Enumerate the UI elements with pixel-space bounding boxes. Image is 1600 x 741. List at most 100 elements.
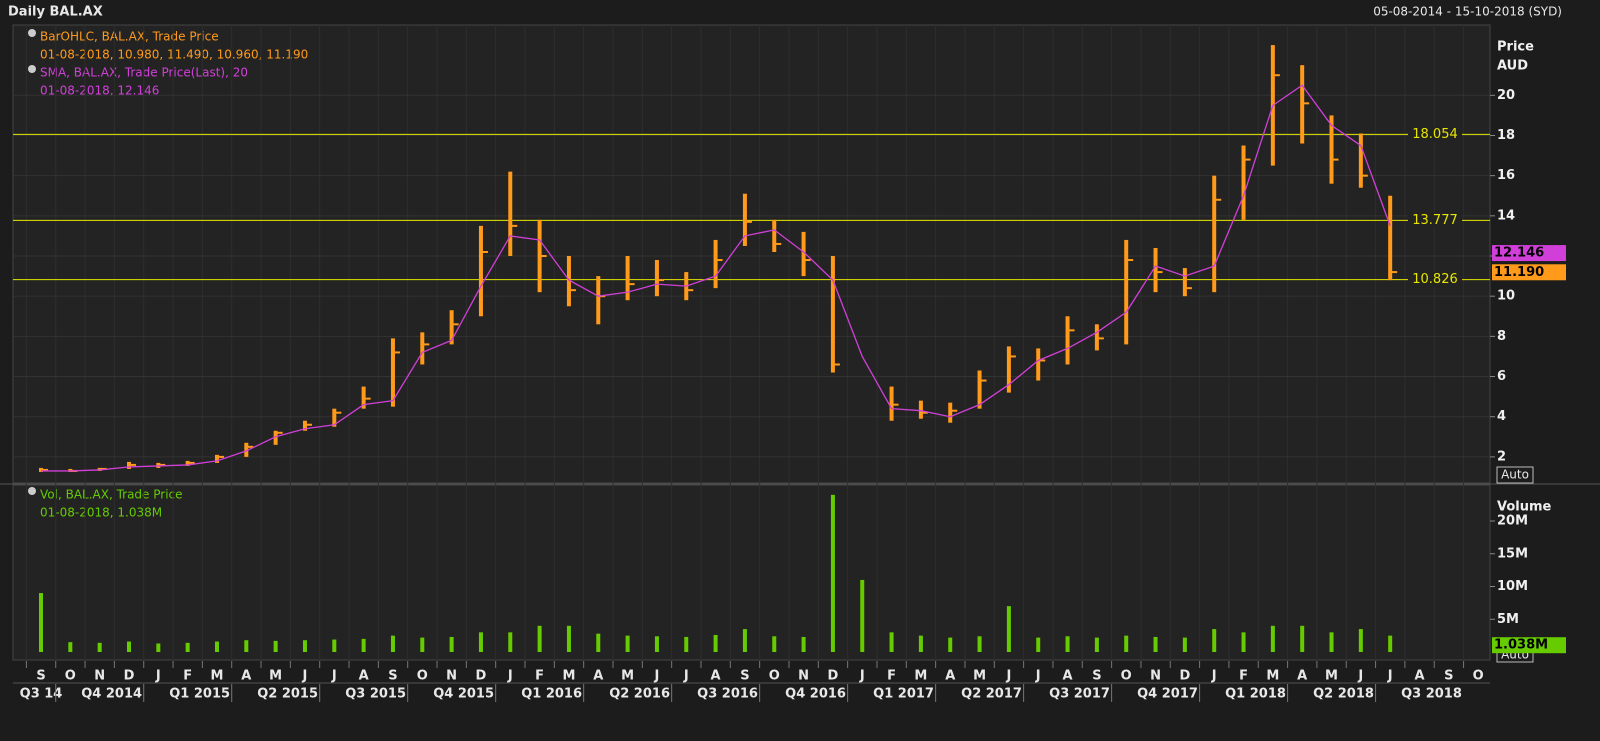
volume-bar [1036, 637, 1041, 652]
legend-entry: BarOHLC, BAL.AX, Trade Price [40, 30, 219, 44]
ohlc-range [244, 442, 249, 457]
quarter-label: Q3 2015 [345, 687, 406, 702]
quarter-label: Q4 2015 [433, 687, 494, 702]
ohlc-range [420, 332, 425, 365]
legend-entry: Vol, BAL.AX, Trade Price [40, 488, 183, 502]
legend-icon[interactable] [28, 65, 36, 73]
volume-bar [68, 642, 73, 652]
quarter-label: Q2 2015 [257, 687, 318, 702]
level-label-bg [1408, 212, 1462, 229]
volume-bar [1388, 635, 1393, 652]
volume-bar [390, 635, 395, 652]
volume-bar [1182, 637, 1187, 652]
level-label: 13.777 [1412, 213, 1458, 228]
ohlc-range [977, 370, 982, 409]
quarter-label: Q1 2018 [1225, 687, 1286, 702]
price-panel [12, 24, 1491, 484]
last-value-tag [1492, 245, 1566, 262]
volume-bar [860, 579, 865, 652]
volume-bar [654, 636, 659, 652]
x-tick-label: A [593, 669, 603, 684]
ohlc-range [918, 400, 923, 419]
x-tick-label: S [740, 669, 749, 684]
volume-bar [977, 636, 982, 652]
x-tick-label: O [65, 669, 76, 684]
y-tick-label: 15M [1497, 546, 1528, 561]
x-tick-label: O [769, 669, 780, 684]
volume-bar [1270, 625, 1275, 652]
last-value-label: 12.146 [1494, 246, 1544, 261]
level-label-bg [1408, 271, 1462, 288]
quarter-label: Q4 2014 [81, 687, 142, 702]
ohlc-range [742, 193, 747, 246]
x-tick-label: A [945, 669, 955, 684]
ohlc-range [713, 239, 718, 289]
volume-bar [596, 633, 601, 652]
ohlc-range [1358, 133, 1363, 188]
volume-panel [12, 484, 1491, 661]
ohlc-range [654, 260, 659, 297]
volume-bar [244, 640, 249, 652]
legend-icon[interactable] [28, 487, 36, 495]
x-tick-label: O [1473, 669, 1484, 684]
date-range: 05-08-2014 - 15-10-2018 (SYD) [1373, 5, 1562, 19]
ohlc-range [1124, 239, 1129, 345]
auto-button[interactable] [1496, 466, 1534, 484]
volume-bar [830, 494, 835, 652]
y-tick-label: 20M [1497, 514, 1528, 529]
x-tick-label: S [1444, 669, 1453, 684]
x-tick-label: J [1387, 669, 1393, 684]
volume-bar [1094, 637, 1099, 652]
ohlc-range [1006, 346, 1011, 393]
volume-bar [214, 641, 219, 652]
x-tick-label: J [859, 669, 865, 684]
volume-bar [1300, 625, 1305, 652]
volume-bar [126, 641, 131, 652]
volume-bar [1153, 636, 1158, 652]
y-tick-label: 6 [1497, 369, 1506, 384]
volume-bar [508, 632, 513, 652]
x-tick-label: J [1035, 669, 1041, 684]
x-tick-label: J [1211, 669, 1217, 684]
volume-bar [948, 637, 953, 652]
ohlc-range [126, 461, 131, 469]
ohlc-range [566, 256, 571, 307]
quarter-label: Q2 2017 [961, 687, 1022, 702]
ohlc-range [1300, 65, 1305, 144]
level-label-bg [1408, 126, 1462, 143]
x-tick-label: M [621, 669, 634, 684]
ohlc-range [801, 231, 806, 277]
x-tick-label: A [1063, 669, 1073, 684]
quarter-label: Q1 2016 [521, 687, 582, 702]
x-tick-label: N [94, 669, 105, 684]
volume-bar [1241, 632, 1246, 652]
volume-bar [332, 639, 337, 652]
last-value-tag [1492, 264, 1566, 281]
x-tick-label: S [1092, 669, 1101, 684]
y-tick-label: 4 [1497, 409, 1506, 424]
ohlc-range [1241, 145, 1246, 220]
quarter-label: Q3 14 [20, 687, 63, 702]
auto-label[interactable]: Auto [1501, 468, 1529, 482]
last-value-label: 11.190 [1494, 265, 1544, 280]
quarter-label: Q3 2016 [697, 687, 758, 702]
level-label: 10.826 [1412, 272, 1458, 287]
ohlc-range [948, 402, 953, 423]
x-tick-label: J [155, 669, 161, 684]
y-tick-label: 20 [1497, 88, 1515, 103]
legend-readout: 01-08-2018, 12.146 [40, 84, 159, 98]
volume-bar [1212, 629, 1217, 652]
x-tick-label: D [1179, 669, 1190, 684]
volume-bar [185, 642, 190, 652]
volume-bar [742, 629, 747, 652]
x-tick-label: F [183, 669, 192, 684]
x-tick-label: F [535, 669, 544, 684]
ohlc-range [478, 225, 483, 317]
quarter-label: Q3 2017 [1049, 687, 1110, 702]
quarter-label: Q2 2016 [609, 687, 670, 702]
legend-icon[interactable] [28, 29, 36, 37]
quarter-label: Q4 2016 [785, 687, 846, 702]
ohlc-range [1182, 268, 1187, 297]
y-tick-label: 5M [1497, 612, 1519, 627]
